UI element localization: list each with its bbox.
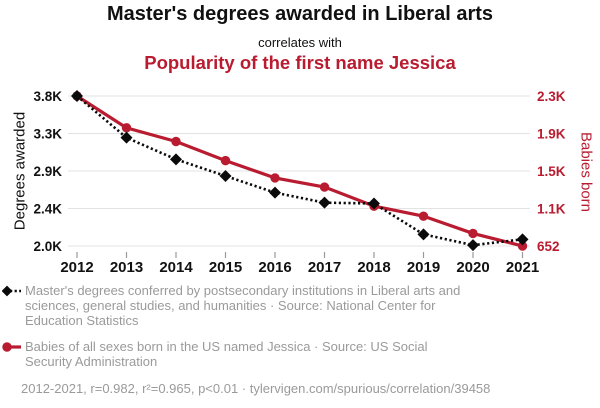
left-axis-tick-label: 3.8K — [33, 89, 62, 104]
red-circle-solid-marker-icon — [2, 341, 21, 352]
data-point-jessica — [220, 155, 231, 166]
x-axis-tick-label: 2016 — [258, 259, 291, 276]
x-axis-tick-label: 2019 — [407, 259, 440, 276]
left-axis-tick-label: 2.0K — [33, 239, 62, 254]
right-axis-tick-label: 1.1K — [537, 201, 566, 216]
right-axis-tick-label: 1.9K — [537, 126, 566, 141]
data-point-jessica — [121, 123, 132, 133]
x-axis-tick-label: 2020 — [456, 259, 489, 276]
right-axis-tick-label: 1.5K — [537, 164, 566, 179]
data-point-degrees — [219, 170, 232, 182]
x-axis-tick-label: 2012 — [60, 259, 93, 276]
legend: Master's degrees conferred by postsecond… — [2, 283, 592, 396]
stats-and-source-line: 2012-2021, r=0.982, r²=0.965, p<0.01 · t… — [21, 381, 491, 397]
data-point-jessica — [418, 211, 429, 221]
data-point-degrees — [417, 228, 430, 241]
data-point-jessica — [171, 136, 181, 147]
x-axis-tick-label: 2013 — [110, 259, 143, 276]
data-point-degrees — [516, 233, 529, 246]
right-axis-title: Babies born — [577, 131, 595, 213]
data-point-jessica — [270, 173, 280, 183]
series-line-degrees — [76, 95, 523, 247]
left-axis-tick-label: 3.3K — [33, 126, 62, 141]
legend-text-degrees: Master's degrees conferred by postsecond… — [25, 283, 461, 329]
chart-title-primary: Master's degrees awarded in Liberal arts — [106, 3, 494, 25]
data-point-degrees — [170, 153, 182, 166]
data-point-jessica — [517, 241, 528, 251]
dual-axis-line-chart: 3.8K 2.3K 3.3K 1.9K 2.9K 1.5K 2.4K 1.1K 2.0K 652 2… — [33, 89, 566, 276]
data-point-degrees — [71, 90, 83, 102]
correlates-with-label: correlates with — [258, 35, 342, 50]
data-point-jessica — [468, 228, 478, 239]
data-point-degrees — [318, 196, 331, 209]
data-point-degrees — [467, 239, 479, 252]
x-axis-tick-label: 2021 — [506, 259, 539, 276]
left-axis-tick-label: 2.9K — [33, 164, 62, 179]
x-axis-tick-label: 2014 — [159, 259, 193, 276]
x-axis-tick-label: 2017 — [308, 259, 341, 276]
right-axis-tick-label: 652 — [537, 239, 560, 254]
data-point-degrees — [269, 186, 281, 199]
left-axis-tick-label: 2.4K — [33, 201, 62, 216]
series-line-jessica — [76, 94, 523, 248]
data-point-degrees — [120, 131, 133, 144]
data-point-degrees — [368, 197, 380, 210]
x-axis-tick-label: 2018 — [357, 259, 390, 276]
left-axis-title: Degrees awarded — [11, 111, 29, 231]
right-axis-tick-label: 2.3K — [537, 89, 566, 104]
legend-text-jessica: Babies of all sexes born in the US named… — [25, 338, 428, 369]
legend-item-degrees: Master's degrees conferred by postsecond… — [2, 283, 592, 329]
x-axis-tick-label: 2015 — [209, 259, 242, 276]
chart-title-secondary: Popularity of the first name Jessica — [144, 52, 456, 73]
data-point-jessica — [319, 182, 330, 192]
legend-item-jessica: Babies of all sexes born in the US named… — [2, 339, 592, 369]
black-diamond-dashed-marker-icon — [2, 285, 21, 297]
